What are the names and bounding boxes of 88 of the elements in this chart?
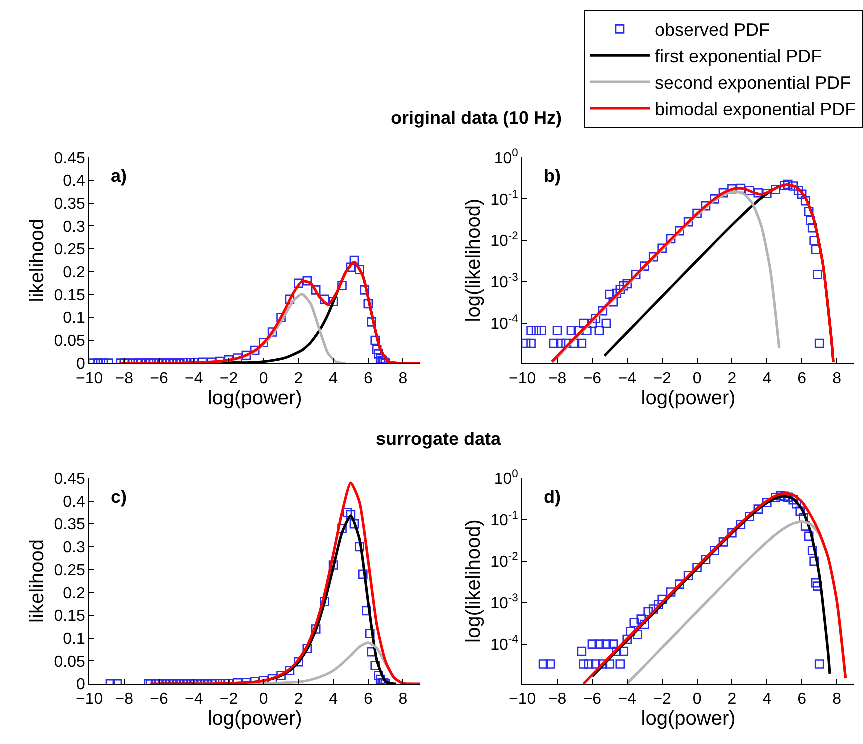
x-tick-label: −4: [184, 691, 204, 708]
text: original data (10 Hz): [391, 108, 562, 128]
x-tick-label: 8: [398, 370, 408, 388]
x-tick-label: −10: [76, 370, 104, 388]
annotation: c): [111, 487, 128, 507]
x-axis-title: log(power): [641, 388, 736, 410]
x-tick-label: −2: [220, 370, 238, 388]
x-axis-title: log(power): [208, 388, 302, 410]
y-tick-label: 0.4: [63, 494, 86, 511]
x-tick-label: 6: [364, 370, 373, 388]
x-tick-label: 4: [329, 370, 338, 388]
y-tick-label: 10$^{0}$: [494, 468, 518, 488]
x-tick-label: 4: [762, 691, 772, 708]
legend-label: bimodal exponential PDF: [655, 99, 856, 120]
x-tick-label: −6: [150, 370, 168, 388]
x-tick-label: 8: [832, 370, 842, 388]
x-tick-label: −2: [653, 370, 672, 388]
y-tick-label: 0.25: [54, 242, 86, 259]
y-tick-label: 0.2: [63, 585, 86, 602]
y-tick-label: 10$^{-3}$: [490, 592, 518, 612]
x-tick-label: −6: [583, 691, 602, 708]
y-tick-label: 10$^{-1}$: [490, 510, 518, 530]
y-axis-title: log(likelihood): [463, 198, 486, 322]
y-tick-label: 10$^{-2}$: [490, 551, 518, 571]
y-tick-label: 0.3: [63, 218, 86, 236]
legend-label: second exponential PDF: [655, 73, 852, 94]
x-tick-label: −4: [618, 370, 637, 388]
x-tick-label: 0: [692, 370, 702, 388]
y-axis-title: likelihood: [26, 540, 49, 623]
x-tick-label: 0: [259, 691, 268, 708]
y-tick-label: 10$^{-4}$: [490, 634, 518, 654]
x-tick-label: −8: [548, 691, 567, 708]
x-tick-label: −2: [653, 691, 672, 708]
y-tick-label: 0.15: [54, 287, 86, 304]
annotation: b): [544, 166, 561, 186]
x-tick-label: −2: [220, 691, 238, 708]
x-tick-label: 2: [728, 370, 737, 388]
annotation: d): [544, 487, 561, 507]
x-tick-label: 6: [798, 370, 807, 388]
y-tick-label: 0.1: [63, 630, 86, 648]
x-tick-label: 8: [832, 691, 842, 708]
x-tick-label: 4: [329, 691, 338, 708]
y-tick-label: 0.45: [54, 150, 86, 168]
y-tick-label: 0.2: [63, 264, 86, 282]
y-tick-label: 0.15: [54, 608, 86, 626]
y-tick-label: 0.4: [63, 173, 86, 190]
x-tick-label: −10: [508, 691, 536, 708]
y-tick-label: 10$^{-4}$: [490, 313, 518, 334]
x-tick-label: 4: [762, 370, 772, 388]
x-tick-label: −6: [583, 370, 602, 388]
x-axis-title: log(power): [641, 708, 736, 730]
x-tick-label: −4: [618, 691, 637, 708]
x-tick-label: 8: [398, 691, 408, 708]
x-axis-title: log(power): [208, 708, 302, 730]
y-tick-label: 10$^{-1}$: [490, 189, 518, 209]
legend-label: first exponential PDF: [655, 46, 822, 67]
y-tick-label: 0.05: [54, 654, 86, 671]
x-tick-label: −8: [548, 370, 567, 388]
annotation: a): [111, 166, 128, 186]
legend-label: observed PDF: [655, 20, 770, 40]
x-tick-label: −10: [76, 691, 104, 708]
y-tick-label: 0.35: [54, 196, 86, 213]
chart-title: surrogate data: [376, 429, 502, 449]
y-tick-label: 0.05: [54, 333, 86, 350]
y-tick-label: 0.3: [63, 540, 86, 557]
x-tick-label: 0: [259, 370, 268, 388]
y-axis-title: log(likelihood): [463, 520, 486, 643]
y-tick-label: 0: [76, 676, 86, 694]
x-tick-label: 2: [728, 691, 737, 708]
x-tick-label: −10: [508, 370, 536, 388]
y-tick-label: 0.1: [63, 310, 86, 328]
y-tick-label: 0.35: [54, 516, 86, 534]
y-tick-label: 10$^{0}$: [494, 148, 518, 168]
x-tick-label: 2: [294, 370, 304, 388]
y-tick-label: 0: [76, 356, 86, 373]
x-tick-label: 2: [294, 691, 304, 708]
y-tick-label: 0.45: [54, 471, 86, 488]
y-axis-title: likelihood: [26, 218, 49, 302]
x-tick-label: −8: [115, 370, 134, 388]
y-tick-label: 10$^{-3}$: [490, 272, 518, 292]
x-tick-label: 6: [364, 691, 373, 708]
y-tick-label: 10$^{-2}$: [490, 230, 518, 250]
x-tick-label: −6: [150, 691, 168, 708]
x-tick-label: −4: [184, 370, 204, 388]
x-tick-label: −8: [115, 691, 134, 708]
x-tick-label: 0: [692, 691, 702, 708]
x-tick-label: 6: [798, 691, 807, 708]
y-tick-label: 0.25: [54, 562, 86, 580]
